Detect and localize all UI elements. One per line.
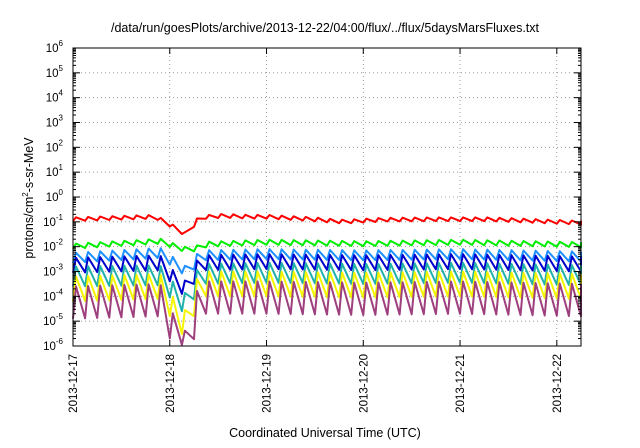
y-tick-label: 103 bbox=[46, 114, 64, 130]
x-tick-label: 2013-12-22 bbox=[552, 354, 564, 413]
y-tick-label: 106 bbox=[46, 39, 64, 55]
y-tick-label: 10-2 bbox=[43, 238, 63, 254]
y-tick-label: 100 bbox=[46, 188, 64, 204]
ticks: 2013-12-17 2013-12-18 2013-12-19 2013-12-20… bbox=[43, 39, 581, 413]
y-tick-label: 104 bbox=[46, 89, 64, 105]
series-line-5 bbox=[72, 261, 582, 313]
x-tick-label: 2013-12-17 bbox=[68, 354, 80, 413]
series-line-2 bbox=[72, 237, 582, 253]
y-axis-label-pre: protons/cm bbox=[22, 197, 36, 259]
y-tick-label: 10-4 bbox=[43, 287, 63, 303]
series-line-3 bbox=[72, 247, 582, 275]
y-axis-label-post: -s-sr-MeV bbox=[22, 137, 36, 193]
x-axis-label: Coordinated Universal Time (UTC) bbox=[229, 426, 421, 440]
series-line-4 bbox=[72, 253, 582, 295]
svg-text:protons/cm2-s-sr-MeV: protons/cm2-s-sr-MeV bbox=[21, 137, 36, 259]
y-tick-label: 10-5 bbox=[43, 312, 63, 328]
y-tick-label: 102 bbox=[46, 138, 64, 154]
series-line-1 bbox=[72, 213, 582, 235]
series-line-6 bbox=[72, 270, 582, 336]
series-line-7 bbox=[72, 280, 582, 346]
x-tick-label: 2013-12-21 bbox=[455, 354, 467, 413]
x-tick-label: 2013-12-20 bbox=[358, 354, 370, 413]
y-tick-label: 10-3 bbox=[43, 263, 63, 279]
y-tick-label: 105 bbox=[46, 64, 64, 80]
plot-frame bbox=[72, 47, 582, 347]
y-tick-label: 101 bbox=[46, 163, 64, 179]
y-tick-label: 10-1 bbox=[43, 213, 63, 229]
chart-title: /data/run/goesPlots/archive/2013-12-22/0… bbox=[111, 21, 540, 35]
y-axis-label: protons/cm2-s-sr-MeV bbox=[21, 137, 36, 259]
x-tick-label: 2013-12-19 bbox=[262, 354, 274, 413]
y-tick-label: 10-6 bbox=[43, 337, 63, 353]
x-tick-label: 2013-12-18 bbox=[165, 354, 177, 413]
series-group bbox=[72, 213, 582, 346]
y-axis-label-sup: 2 bbox=[21, 192, 30, 197]
